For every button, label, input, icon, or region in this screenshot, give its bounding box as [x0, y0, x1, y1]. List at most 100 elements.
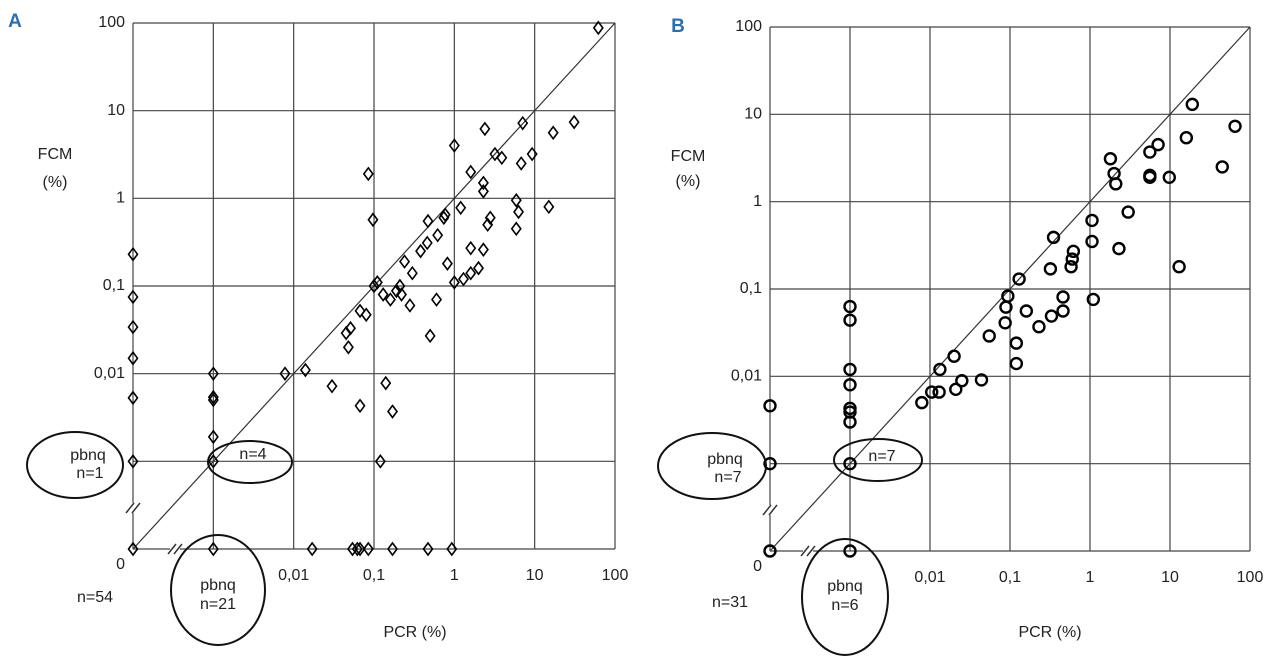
point — [1143, 170, 1157, 185]
point — [326, 378, 338, 394]
point — [354, 541, 366, 557]
point — [415, 243, 427, 259]
point — [763, 399, 777, 413]
point — [515, 156, 527, 171]
point — [949, 382, 963, 397]
annotation-ellipse — [657, 432, 767, 500]
point — [404, 298, 416, 313]
point — [479, 121, 491, 137]
axis-break — [768, 504, 778, 516]
point — [1044, 309, 1059, 323]
y-axis-label: (%) — [43, 174, 68, 191]
axis-break — [131, 502, 141, 514]
panel-label: A — [8, 11, 22, 32]
identity-line — [769, 26, 1251, 552]
point — [568, 114, 580, 130]
point — [924, 385, 939, 399]
point — [484, 210, 496, 226]
point — [368, 278, 380, 294]
point — [1109, 177, 1123, 191]
point — [543, 199, 555, 215]
point — [1143, 145, 1157, 159]
y-tick-label: 0 — [116, 556, 125, 573]
point — [843, 456, 857, 471]
point — [306, 541, 318, 557]
axis-break — [800, 545, 810, 557]
point — [351, 541, 363, 557]
point — [421, 235, 433, 251]
y-axis-label: FCM — [38, 146, 73, 163]
axis-break — [125, 502, 135, 514]
annotation-ellipse — [207, 440, 293, 484]
point — [1009, 336, 1024, 350]
y-tick-label: 0,1 — [740, 280, 762, 297]
point — [915, 395, 929, 410]
x-tick-label: 0,1 — [999, 569, 1021, 586]
annotation: pbnq — [70, 447, 106, 464]
point — [127, 319, 139, 335]
point — [1112, 241, 1126, 256]
point — [974, 373, 989, 387]
y-tick-label: 10 — [107, 102, 125, 119]
y-tick-label: 100 — [98, 14, 125, 31]
point — [1162, 170, 1176, 185]
point — [362, 166, 374, 182]
y-tick-label: 0,01 — [94, 365, 125, 382]
point — [127, 390, 139, 406]
axis-break — [173, 543, 183, 555]
point — [513, 204, 525, 220]
point — [1086, 292, 1101, 307]
point — [387, 541, 399, 557]
point — [1151, 137, 1165, 152]
annotation: n=1 — [76, 465, 103, 482]
point — [1172, 260, 1186, 274]
point — [342, 339, 354, 355]
point — [438, 210, 450, 226]
x-tick-label: 10 — [526, 567, 544, 584]
point — [127, 350, 139, 366]
point — [547, 125, 559, 141]
point — [354, 398, 366, 414]
x-tick-label: 0,01 — [278, 567, 309, 584]
point — [465, 265, 477, 281]
point — [982, 329, 996, 343]
x-axis-label: PCR (%) — [1018, 624, 1081, 641]
panel-label: B — [671, 16, 685, 37]
point — [127, 289, 139, 305]
point — [1185, 97, 1200, 112]
annotation-ellipse — [833, 438, 923, 482]
point — [354, 303, 366, 319]
point — [446, 541, 458, 557]
point — [1056, 290, 1070, 304]
point — [510, 192, 522, 208]
point — [390, 283, 402, 299]
y-axis-label: FCM — [671, 148, 706, 165]
point — [947, 349, 961, 363]
point — [127, 541, 139, 557]
point — [517, 115, 529, 131]
x-tick-label: 0,1 — [363, 567, 385, 584]
x-tick-label: 100 — [602, 567, 629, 584]
point — [380, 375, 392, 391]
point — [1121, 205, 1135, 219]
x-tick-label: 0,01 — [914, 569, 945, 586]
point — [362, 541, 374, 557]
x-tick-label: 1 — [450, 567, 459, 584]
annotation-ellipse — [170, 534, 266, 646]
y-tick-label: 1 — [753, 193, 762, 210]
point — [127, 454, 139, 469]
axis-break — [167, 543, 177, 555]
point — [1179, 131, 1194, 145]
point — [455, 200, 467, 216]
y-axis-label: (%) — [676, 173, 701, 190]
point — [406, 265, 418, 281]
point — [432, 227, 444, 243]
y-tick-label: 10 — [744, 106, 762, 123]
point — [1103, 152, 1118, 166]
annotation-ellipse — [801, 538, 889, 656]
point — [422, 541, 434, 557]
x-tick-label: 1 — [1086, 569, 1095, 586]
point — [477, 184, 489, 199]
point — [933, 362, 947, 377]
